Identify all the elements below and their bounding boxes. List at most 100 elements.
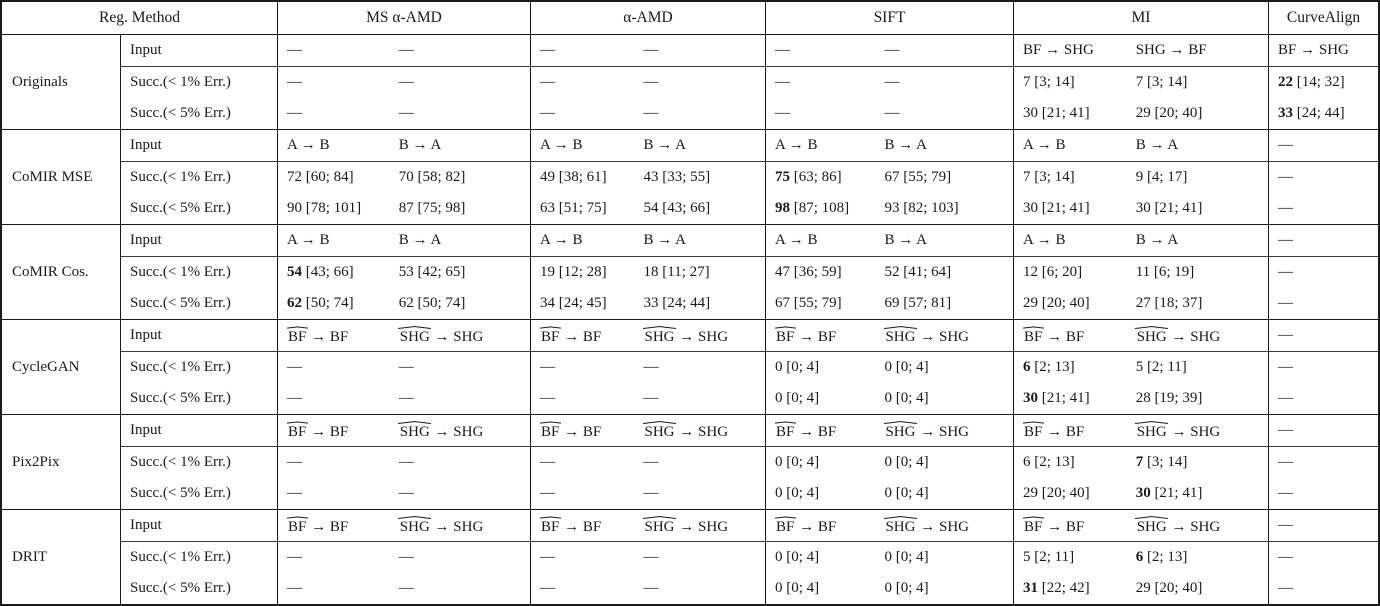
data-cell: 0 [0; 4] 0 [0; 4] bbox=[765, 573, 1013, 604]
cell-value: SHG → SHG bbox=[884, 325, 1013, 346]
data-cell: — bbox=[1268, 162, 1378, 193]
cell-value: B → A bbox=[1135, 232, 1179, 248]
bold-value: 75 bbox=[775, 169, 790, 185]
data-cell: 30 [21; 41] 28 [19; 39] bbox=[1013, 383, 1268, 414]
cell-value: 30 [21; 41] bbox=[1023, 200, 1090, 216]
cell-value: 69 [57; 81] bbox=[884, 295, 952, 311]
hat-label: SHG bbox=[399, 325, 431, 346]
data-cell: A → B B → A bbox=[277, 130, 530, 161]
hat-label: BF bbox=[287, 325, 307, 346]
data-cell: 49 [38; 61] 43 [33; 55] bbox=[530, 162, 765, 193]
cell-value: — bbox=[540, 390, 555, 406]
data-cell: — — bbox=[277, 352, 530, 383]
cell-value: 0 [0; 4] bbox=[884, 485, 929, 501]
cell-value: A → B bbox=[540, 137, 583, 153]
arrow-target: → SHG bbox=[430, 329, 484, 345]
data-cell: 30 [21; 41] 30 [21; 41] bbox=[1013, 193, 1268, 224]
data-cell: BF → BF SHG → SHG bbox=[765, 415, 1013, 446]
cell-value: — bbox=[643, 580, 659, 596]
row-label-cell: Input bbox=[121, 225, 277, 256]
cell-value: 75 [63; 86] bbox=[775, 169, 884, 186]
table-row: Succ.(< 1% Err.) 54 [43; 66] 53 [42; 65] 19… bbox=[121, 257, 1378, 288]
data-cell: — — bbox=[277, 98, 530, 129]
value-interval: [3; 14] bbox=[1143, 454, 1188, 470]
cell-value: 11 [6; 19] bbox=[1135, 264, 1195, 280]
cell-value: — bbox=[643, 549, 659, 565]
hat-label: BF bbox=[775, 325, 795, 346]
data-cell: — bbox=[1268, 130, 1378, 161]
data-cell: — bbox=[1268, 478, 1378, 509]
method-name: Pix2Pix bbox=[12, 453, 60, 470]
data-cell: 0 [0; 4] 0 [0; 4] bbox=[765, 478, 1013, 509]
row-label-cell: Succ.(< 5% Err.) bbox=[121, 98, 277, 129]
cell-value: — bbox=[884, 105, 900, 121]
row-label-cell: Succ.(< 1% Err.) bbox=[121, 447, 277, 478]
cell-value: — bbox=[1278, 137, 1293, 153]
data-cell: — — bbox=[530, 542, 765, 573]
data-cell: — bbox=[1268, 415, 1378, 446]
data-cell: 12 [6; 20] 11 [6; 19] bbox=[1013, 257, 1268, 288]
cell-value: — bbox=[398, 580, 414, 596]
cell-value: BF → SHG bbox=[1023, 42, 1094, 58]
data-cell: — — bbox=[530, 352, 765, 383]
cell-value: — bbox=[540, 105, 555, 121]
cell-value: — bbox=[287, 549, 302, 565]
data-cell: 7 [3; 14] 9 [4; 17] bbox=[1013, 162, 1268, 193]
data-cell: 7 [3; 14] 7 [3; 14] bbox=[1013, 67, 1268, 98]
cell-value: BF → BF bbox=[1023, 420, 1136, 441]
row-label: Succ.(< 5% Err.) bbox=[130, 105, 231, 121]
arrow-target: → SHG bbox=[675, 329, 729, 345]
cell-value: — bbox=[1278, 580, 1293, 596]
cell-value: 62 [50; 74] bbox=[287, 295, 399, 312]
cell-value: — bbox=[540, 454, 555, 470]
table-row: Input BF → BF SHG → SHG BF → BF SHG → SHG BF … bbox=[121, 510, 1378, 542]
row-label: Succ.(< 1% Err.) bbox=[130, 549, 231, 565]
table-row: Succ.(< 5% Err.) 62 [50; 74] 62 [50; 74] 34… bbox=[121, 288, 1378, 319]
row-label: Input bbox=[130, 517, 162, 533]
cell-value: 28 [19; 39] bbox=[1135, 390, 1203, 406]
bold-value: 30 bbox=[1023, 390, 1038, 406]
cell-value: — bbox=[398, 549, 414, 565]
cell-value: BF → BF bbox=[287, 325, 399, 346]
cell-value: SHG → SHG bbox=[644, 515, 766, 536]
data-cell: A → B B → A bbox=[530, 225, 765, 256]
bold-value: 6 bbox=[1135, 549, 1144, 565]
value-interval: [50; 74] bbox=[302, 295, 354, 311]
cell-value: BF → BF bbox=[775, 420, 884, 441]
cell-value: 5 [2; 11] bbox=[1023, 549, 1075, 565]
arrow-target: → BF bbox=[795, 519, 837, 535]
arrow-target: → BF bbox=[1043, 519, 1085, 535]
data-cell: — — bbox=[530, 67, 765, 98]
value-interval: [87; 108] bbox=[790, 200, 850, 216]
cell-value: BF → BF bbox=[775, 325, 884, 346]
row-label: Input bbox=[130, 137, 162, 153]
cell-value: A → B bbox=[1023, 137, 1066, 153]
cell-value: A → B bbox=[540, 232, 583, 248]
cell-value: 29 [20; 40] bbox=[1135, 580, 1203, 596]
cell-value: BF → BF bbox=[1023, 515, 1136, 536]
method-name: DRIT bbox=[12, 548, 47, 565]
data-cell: — bbox=[1268, 352, 1378, 383]
data-cell: BF → BF SHG → SHG bbox=[277, 320, 530, 351]
cell-value: 29 [20; 40] bbox=[1023, 295, 1090, 311]
data-cell: 63 [51; 75] 54 [43; 66] bbox=[530, 193, 765, 224]
row-label-cell: Succ.(< 1% Err.) bbox=[121, 352, 277, 383]
cell-value: — bbox=[1278, 200, 1293, 216]
cell-value: — bbox=[1278, 549, 1293, 565]
cell-value: 93 [82; 103] bbox=[884, 200, 959, 216]
method-cell: CoMIR Cos. bbox=[2, 225, 120, 319]
cell-value: 47 [36; 59] bbox=[775, 264, 842, 280]
cell-value: SHG → SHG bbox=[884, 515, 1013, 536]
method-cell: CoMIR MSE bbox=[2, 130, 120, 224]
hat-label: SHG bbox=[644, 325, 676, 346]
data-cell: BF → SHG bbox=[1268, 35, 1378, 66]
data-cell: 75 [63; 86] 67 [55; 79] bbox=[765, 162, 1013, 193]
hat-label: SHG bbox=[644, 420, 676, 441]
method-cell: CycleGAN bbox=[2, 320, 120, 414]
arrow-target: → SHG bbox=[1167, 329, 1221, 345]
cell-value: 0 [0; 4] bbox=[884, 454, 929, 470]
hat-label: SHG bbox=[1136, 515, 1168, 536]
cell-value: 19 [12; 28] bbox=[540, 264, 607, 280]
